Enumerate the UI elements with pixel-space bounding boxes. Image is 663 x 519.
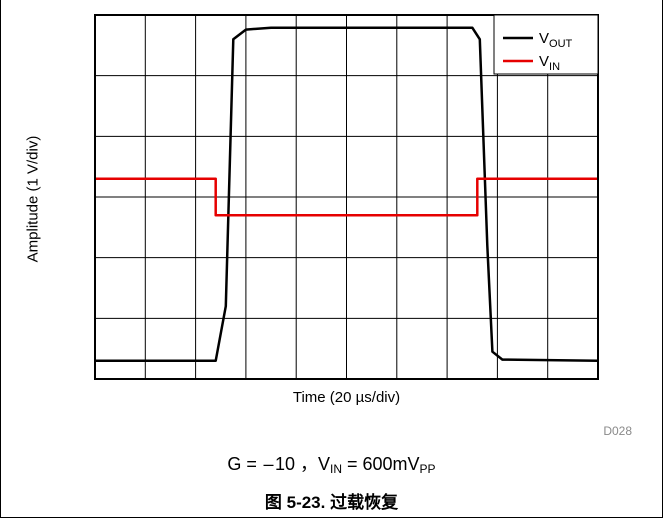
plot-border [94,14,599,380]
figure-caption: G = – 10 ，VIN = 600mVPP [0,450,663,476]
caption-vin-main: V [317,454,330,474]
series-line-out [95,26,599,363]
figure-code: D028 [603,424,632,438]
series-layer [95,26,599,363]
series-line-in [95,177,598,217]
caption-vin-value: = 600mV [342,454,420,474]
figure-title: 图 5-23. 过载恢复 [264,493,399,512]
caption-gain: G = – 10 ， [227,454,318,474]
chart-grid [95,15,598,379]
caption-vin-sub: IN [330,462,342,476]
y-axis-label: Amplitude (1 V/div) [24,135,42,263]
x-axis-label: Time (20 µs/div) [292,389,401,406]
caption-pp-sub: PP [419,462,436,476]
legend-box [493,14,599,75]
